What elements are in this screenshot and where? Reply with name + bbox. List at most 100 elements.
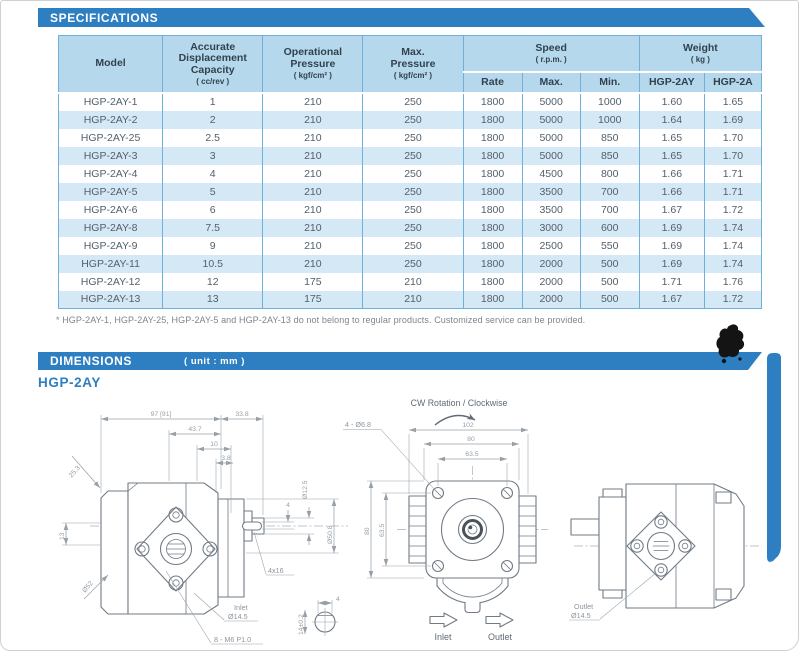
table-row: HGP-2AY-6 6 210 250 1800 3500 700 1.67 1.72	[57, 200, 763, 219]
outlet-arrow-icon	[485, 612, 514, 628]
dim-shaft-length: 33.8	[235, 411, 248, 418]
value-cell: 9	[162, 236, 264, 255]
value-cell: 1800	[462, 254, 523, 273]
col-header-speed-unit: ( r.p.m. )	[535, 55, 567, 64]
value-cell: 210	[262, 182, 364, 201]
sub-header-hgp-2ay: HGP-2AY	[638, 71, 705, 94]
value-cell: 3500	[521, 200, 581, 219]
pump-front-view-drawing: CW Rotation / Clockwise	[343, 398, 548, 642]
value-cell: 210	[262, 254, 364, 273]
table-row: HGP-2AY-8 7.5 210 250 1800 3000 600 1.69 1.74	[57, 218, 763, 237]
col-header-op-pressure-unit: ( kgf/cm² )	[293, 71, 332, 81]
value-cell: 4500	[521, 164, 581, 183]
outlet-port	[646, 531, 676, 561]
value-cell: 1.71	[703, 164, 763, 183]
value-cell: 250	[362, 164, 464, 183]
table-row: HGP-2AY-1 1 210 250 1800 5000 1000 1.60 1.65	[57, 92, 763, 111]
value-cell: 800	[579, 164, 640, 183]
value-cell: 1800	[462, 236, 523, 255]
value-cell: 1.72	[703, 200, 763, 219]
value-cell: 700	[579, 182, 640, 201]
dim-52: Ø52	[81, 580, 95, 594]
value-cell: 1.74	[703, 218, 763, 237]
value-cell: 250	[362, 110, 464, 129]
value-cell: 2000	[521, 254, 581, 273]
value-cell: 1.74	[703, 236, 763, 255]
value-cell: 250	[362, 236, 464, 255]
dim-437: 43.7	[188, 426, 201, 433]
value-cell: 1.67	[638, 290, 705, 309]
model-cell: HGP-2AY-2	[57, 110, 164, 129]
dim-key-width: 4	[286, 502, 290, 509]
value-cell: 2.5	[162, 128, 264, 147]
value-cell: 2	[162, 110, 264, 129]
value-cell: 13	[162, 290, 264, 309]
value-cell: 1.71	[638, 272, 705, 291]
value-cell: 5000	[521, 146, 581, 165]
spec-table-body: HGP-2AY-1 1 210 250 1800 5000 1000 1.60 1.65 HGP-…	[57, 92, 763, 309]
value-cell: 10.5	[162, 254, 264, 273]
col-header-speed-label: Speed	[535, 41, 567, 54]
value-cell: 250	[362, 254, 464, 273]
value-cell: 850	[579, 128, 640, 147]
model-cell: HGP-2AY-1	[57, 92, 164, 111]
value-cell: 1800	[462, 146, 523, 165]
value-cell: 1.66	[638, 164, 705, 183]
col-header-max-pressure-unit: ( kgf/cm² )	[393, 71, 433, 81]
value-cell: 500	[579, 272, 640, 291]
value-cell: 1.60	[638, 92, 705, 111]
value-cell: 210	[262, 236, 364, 255]
model-cell: HGP-2AY-11	[57, 254, 164, 273]
value-cell: 6	[162, 200, 264, 219]
dim-635-h: 63.5	[465, 451, 478, 458]
table-row: HGP-2AY-11 10.5 210 250 1800 2000 500 1.69 1.74	[57, 254, 763, 273]
specifications-banner: SPECIFICATIONS	[38, 8, 765, 27]
value-cell: 1800	[462, 290, 523, 309]
col-header-capacity: Accurate Displacement Capacity ( cc/rev …	[162, 35, 264, 94]
value-cell: 210	[262, 110, 364, 129]
value-cell: 5	[162, 182, 264, 201]
key-section-detail: 4 14±0.2	[298, 596, 340, 636]
value-cell: 210	[262, 218, 364, 237]
model-cell: HGP-2AY-4	[57, 164, 164, 183]
value-cell: 1800	[462, 272, 523, 291]
col-header-weight-group: Weight ( kg )	[638, 35, 763, 73]
value-cell: 1.65	[638, 146, 705, 165]
value-cell: 3000	[521, 218, 581, 237]
col-header-max-pressure: Max. Pressure ( kgf/cm² )	[362, 35, 464, 94]
dim-key-detail-width: 4	[336, 596, 340, 603]
value-cell: 210	[262, 128, 364, 147]
value-cell: 1000	[579, 110, 640, 129]
value-cell: 1800	[462, 164, 523, 183]
value-cell: 2500	[521, 236, 581, 255]
value-cell: 1.66	[638, 182, 705, 201]
table-row: HGP-2AY-5 5 210 250 1800 3500 700 1.66 1.71	[57, 182, 763, 201]
model-cell: HGP-2AY-9	[57, 236, 164, 255]
value-cell: 500	[579, 254, 640, 273]
value-cell: 250	[362, 146, 464, 165]
rotation-arrow	[434, 413, 476, 426]
shaft-bore	[462, 519, 483, 540]
ink-blot-icon	[716, 324, 745, 364]
dim-253: 25.3	[68, 465, 82, 480]
rotation-note: CW Rotation / Clockwise	[411, 398, 508, 408]
col-header-speed-group: Speed ( r.p.m. )	[462, 35, 640, 73]
inlet-flange-face	[136, 506, 216, 592]
spec-table: Model Accurate Displacement Capacity ( c…	[57, 35, 763, 309]
dimensions-model-title: HGP-2AY	[38, 375, 101, 390]
value-cell: 5000	[521, 110, 581, 129]
value-cell: 250	[362, 200, 464, 219]
inlet-port	[159, 532, 193, 566]
value-cell: 210	[262, 92, 364, 111]
table-row: HGP-2AY-25 2.5 210 250 1800 5000 850 1.65 1.70	[57, 128, 763, 147]
value-cell: 550	[579, 236, 640, 255]
value-cell: 1.69	[703, 110, 763, 129]
outlet-flow-label: Outlet	[488, 632, 513, 642]
value-cell: 1800	[462, 200, 523, 219]
value-cell: 7.5	[162, 218, 264, 237]
key-spec-label: 4x16	[268, 566, 284, 575]
value-cell: 175	[262, 290, 364, 309]
table-row: HGP-2AY-12 12 175 210 1800 2000 500 1.71 1.76	[57, 272, 763, 291]
value-cell: 1.76	[703, 272, 763, 291]
